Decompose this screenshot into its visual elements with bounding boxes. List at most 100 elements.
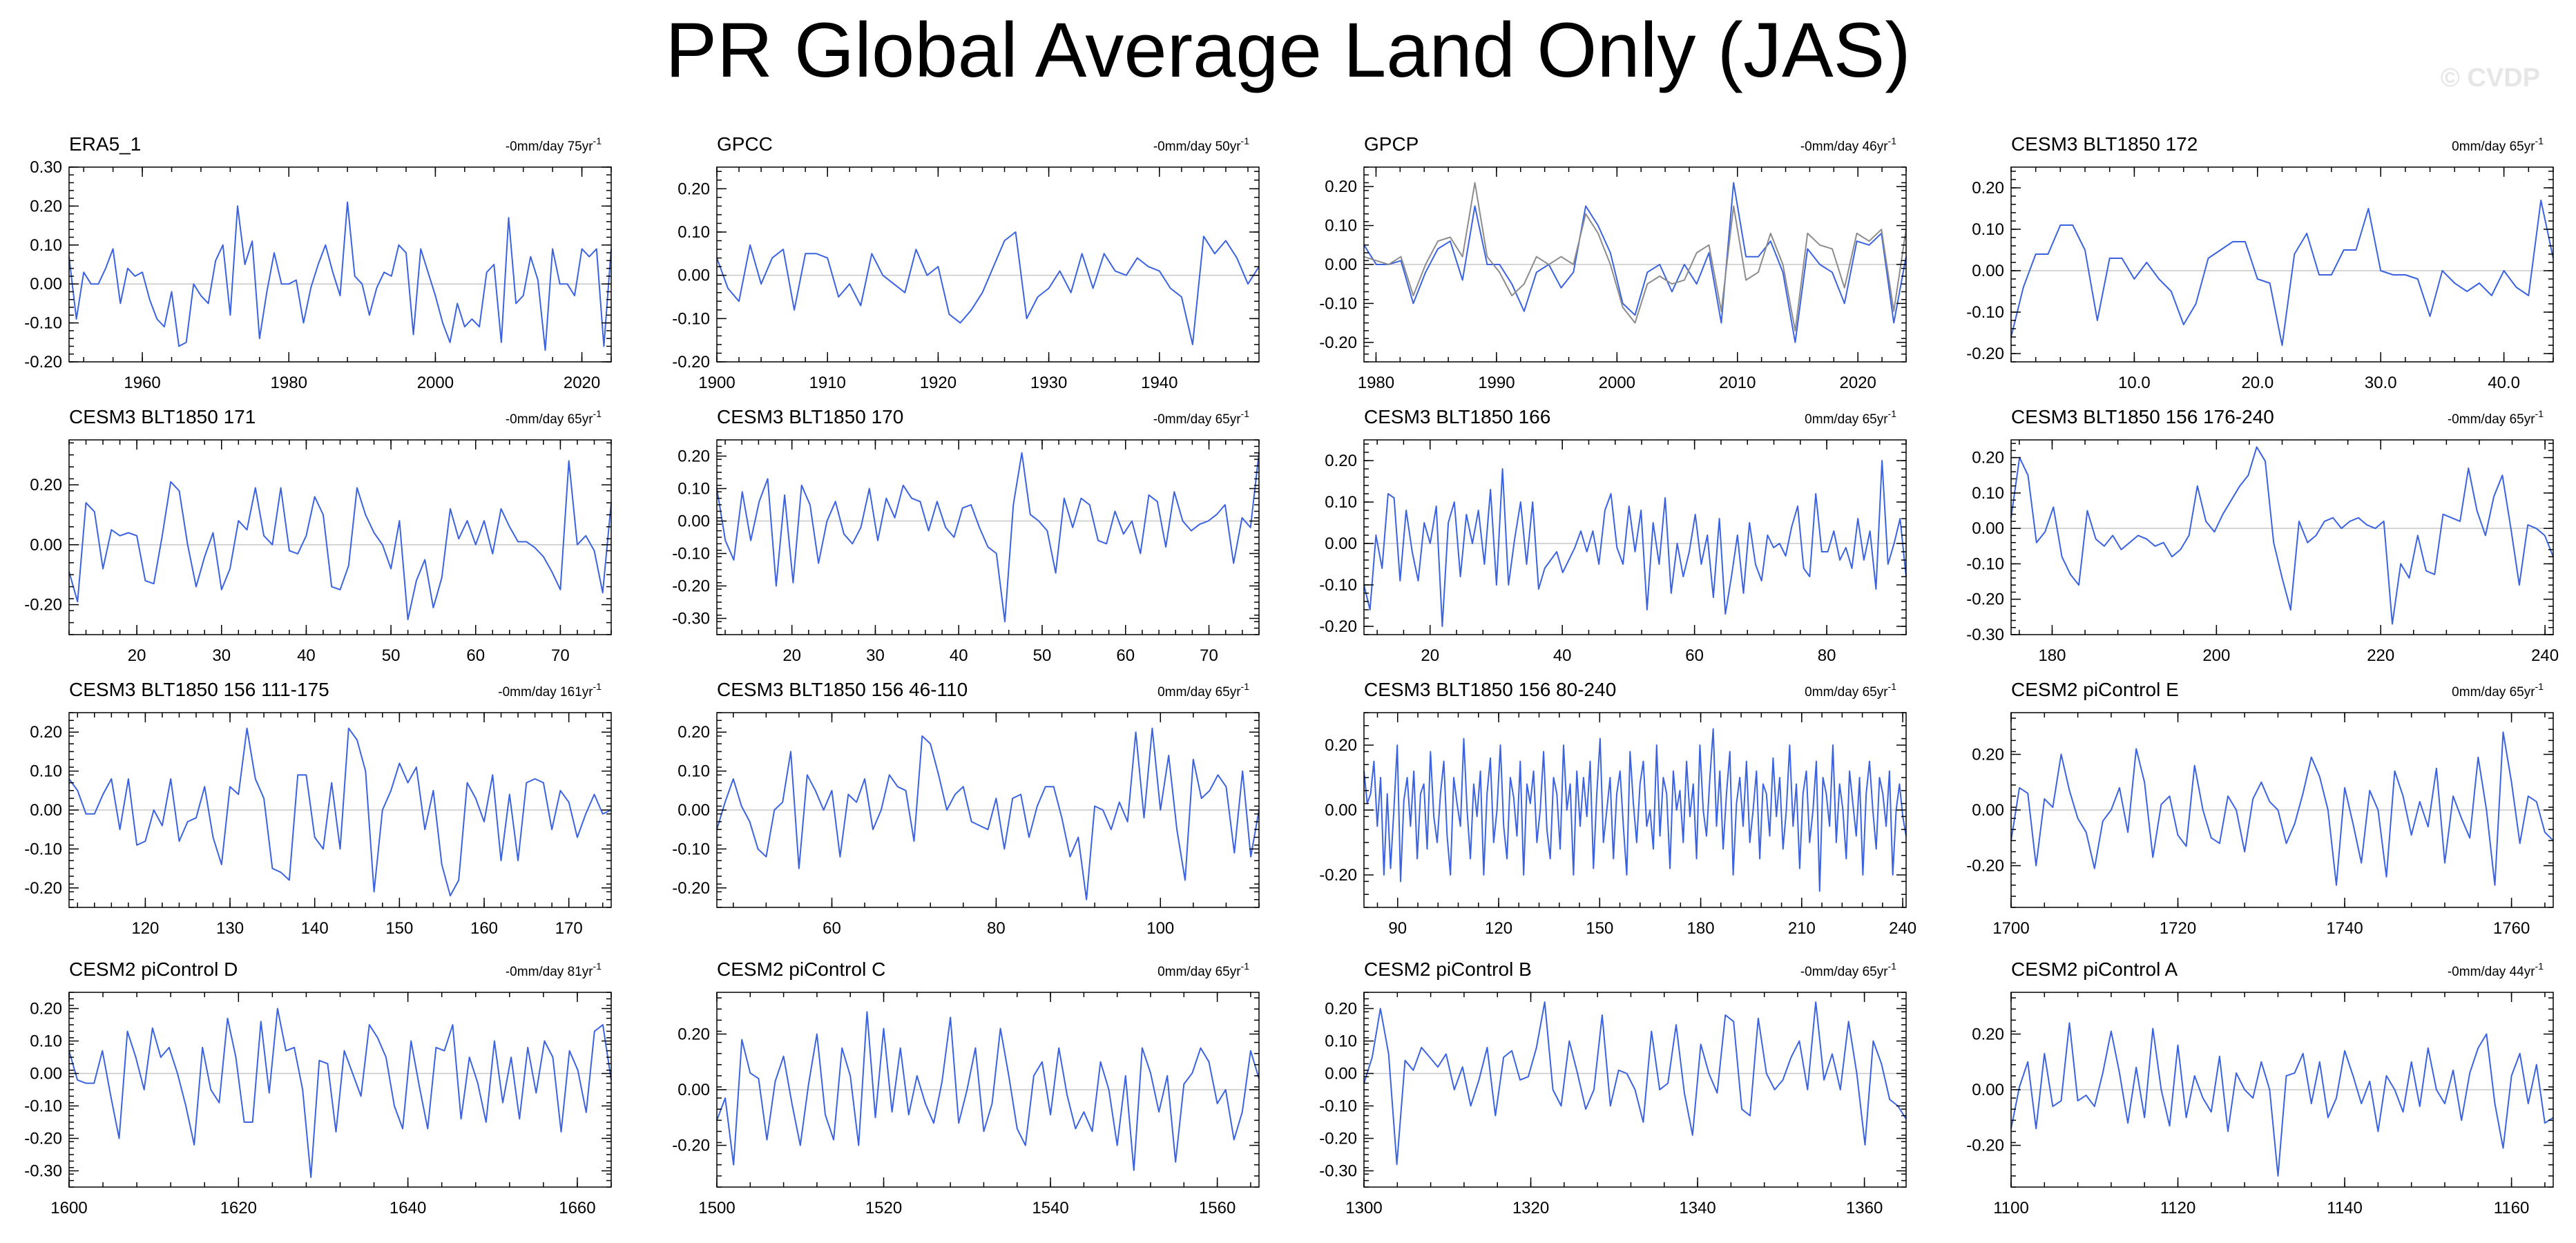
y-tick-label: -0.20 [1319,617,1357,636]
panel-trend: 0mm/day 65yr-1 [1157,681,1249,700]
y-tick-label: -0.20 [24,596,62,615]
panel-3: GPCP -0mm/day 46yr-1 -0.20 -0.10 0.00 0.10 0.2… [1319,133,1907,392]
panel-trend: -0mm/day 65yr-1 [1153,408,1249,427]
x-tick-label: 1740 [2326,919,2363,938]
series-line-secondary [1363,182,1907,331]
y-tick-label: -0.20 [1319,334,1357,352]
y-tick-label: 0.10 [30,762,62,781]
series-line-main [716,727,1260,900]
x-tick-label: 100 [1146,919,1174,938]
x-tick-label: 30.0 [2365,374,2397,392]
plot-frame [2010,166,2554,363]
panel-title: CESM3 BLT1850 170 [717,406,903,427]
x-tick-label: 1620 [220,1199,257,1217]
y-tick-label: 0.20 [30,723,62,742]
x-tick-label: 170 [555,919,583,938]
x-tick-label: 220 [2367,646,2394,665]
x-tick-label: 1140 [2327,1199,2363,1217]
x-tick-label: 120 [1485,919,1512,938]
x-tick-label: 1980 [271,374,307,392]
panel-1: ERA5_1 -0mm/day 75yr-1 -0.20 -0.10 0.00 0.10 0… [24,133,612,392]
x-tick-label: 50 [1033,646,1052,665]
x-tick-label: 1760 [2493,919,2530,938]
panel-12: CESM2 piControl E 0mm/day 65yr-1 -0.20 0.00… [1966,679,2554,938]
x-tick-label: 1120 [2160,1199,2196,1217]
panel-title: GPCP [1364,133,1419,155]
y-tick-label: 0.20 [1325,736,1357,755]
x-tick-label: 120 [131,919,159,938]
x-tick-label: 2010 [1719,374,1756,392]
panel-trend: -0mm/day 50yr-1 [1153,135,1249,154]
x-tick-label: 130 [216,919,244,938]
x-tick-label: 60 [1116,646,1135,665]
panel-title: CESM2 piControl D [69,958,238,980]
x-tick-label: 40.0 [2488,374,2520,392]
x-tick-label: 1980 [1358,374,1394,392]
y-tick-label: -0.10 [672,840,710,858]
x-tick-label: 2000 [417,374,454,392]
panel-title: ERA5_1 [69,133,141,155]
x-tick-label: 20 [782,646,801,665]
y-tick-label: 0.00 [30,536,62,555]
x-tick-label: 1990 [1478,374,1515,392]
y-tick-label: 0.00 [30,1065,62,1083]
panel-10: CESM3 BLT1850 156 46-110 0mm/day 65yr-1 -0… [672,679,1260,938]
panel-trend: 0mm/day 65yr-1 [2452,135,2544,154]
y-tick-label: -0.20 [24,353,62,372]
series-line-main [2010,446,2554,625]
panel-5: CESM3 BLT1850 171 -0mm/day 65yr-1 -0.20 0.0… [24,406,612,665]
x-tick-label: 1700 [1992,919,2029,938]
x-tick-label: 60 [1685,646,1704,665]
y-tick-label: 0.00 [1972,801,2004,820]
y-tick-label: -0.20 [672,879,710,898]
panel-title: CESM3 BLT1850 156 46-110 [717,679,968,700]
plot-frame [716,439,1260,635]
x-tick-label: 40 [950,646,968,665]
x-tick-label: 240 [2531,646,2559,665]
panel-title: CESM3 BLT1850 156 176-240 [2011,406,2274,427]
y-tick-label: 0.20 [30,1000,62,1019]
x-tick-label: 150 [385,919,413,938]
panel-11: CESM3 BLT1850 156 80-240 0mm/day 65yr-1 -0… [1319,679,1916,938]
panel-9: CESM3 BLT1850 156 111-175 -0mm/day 161yr-… [24,679,612,938]
y-tick-label: 0.20 [1325,452,1357,470]
plot-frame [68,439,612,635]
panel-13: CESM2 piControl D -0mm/day 81yr-1 -0.30 -0.… [24,958,612,1217]
x-tick-label: 1900 [698,374,735,392]
panel-trend: -0mm/day 46yr-1 [1800,135,1896,154]
series-line-main [68,201,612,351]
plot-frame [2010,439,2554,635]
x-tick-label: 200 [2202,646,2230,665]
y-tick-label: -0.30 [1319,1162,1357,1181]
y-tick-label: 0.00 [1972,1081,2004,1099]
x-tick-label: 1500 [698,1199,735,1217]
x-tick-label: 1100 [1993,1199,2029,1217]
panel-15: CESM2 piControl B -0mm/day 65yr-1 -0.30 -0.… [1319,958,1907,1217]
x-tick-label: 50 [382,646,401,665]
panel-title: CESM2 piControl C [717,958,885,980]
panel-title: CESM3 BLT1850 166 [1364,406,1550,427]
panel-trend: 0mm/day 65yr-1 [1805,408,1896,427]
series-line-main [68,727,612,897]
y-tick-label: 0.10 [1972,220,2004,239]
y-tick-label: -0.10 [1319,1097,1357,1116]
y-tick-label: 0.00 [677,512,710,531]
x-tick-label: 2020 [564,374,600,392]
x-tick-label: 30 [866,646,885,665]
panel-trend: 0mm/day 65yr-1 [2452,681,2544,700]
y-tick-label: 0.10 [1972,484,2004,503]
x-tick-label: 2020 [1840,374,1876,392]
y-tick-label: 0.20 [1325,177,1357,196]
x-tick-label: 20.0 [2241,374,2274,392]
page-title: PR Global Average Land Only (JAS) [665,7,1911,93]
series-line-main [2010,200,2554,346]
panel-trend: 0mm/day 65yr-1 [1157,961,1249,979]
series-line-primary [1363,182,1907,343]
series-line-main [2010,1022,2554,1177]
panel-title: GPCC [717,133,773,155]
x-tick-label: 1540 [1032,1199,1068,1217]
y-tick-label: -0.20 [672,577,710,596]
y-tick-label: 0.10 [1325,1032,1357,1051]
y-tick-label: 0.00 [677,801,710,820]
y-tick-label: 0.00 [30,275,62,293]
